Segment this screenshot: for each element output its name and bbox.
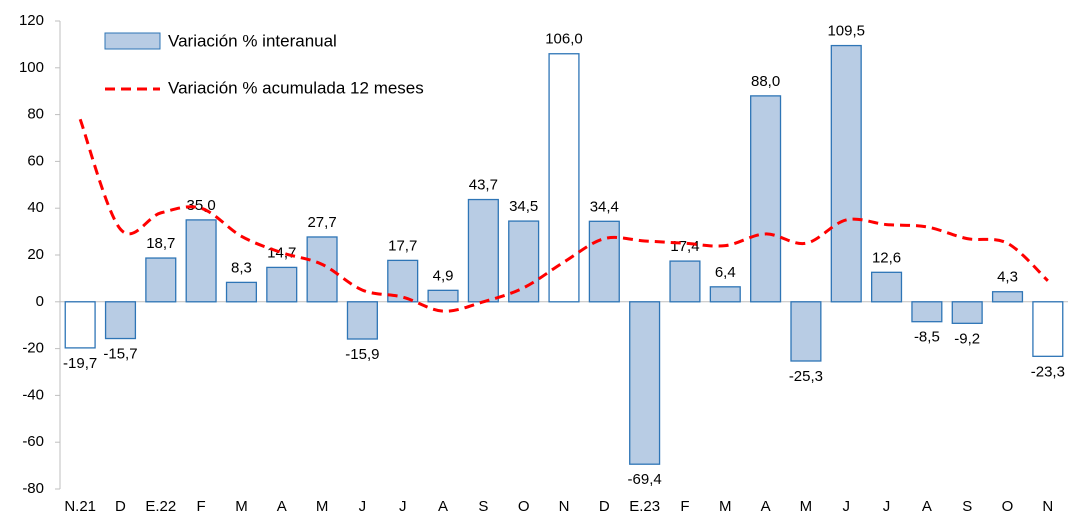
data-label: 14,7 <box>267 244 296 261</box>
x-tick-label: J <box>399 498 407 515</box>
x-tick-label: F <box>197 498 206 515</box>
legend-label: Variación % interanual <box>168 31 337 50</box>
x-tick-label: S <box>478 498 488 515</box>
bar <box>1032 301 1064 357</box>
line <box>78 118 1049 313</box>
data-label: -19,7 <box>63 355 97 372</box>
x-tick-label: E.23 <box>629 498 660 515</box>
bar <box>830 44 862 303</box>
bar <box>951 301 983 324</box>
x-tick-label: J <box>359 498 367 515</box>
data-label: 8,3 <box>231 259 252 276</box>
y-tick-label: 100 <box>19 59 44 76</box>
bar <box>588 220 620 303</box>
bar <box>790 301 822 362</box>
bar <box>104 301 137 340</box>
x-tick-label: A <box>277 498 287 515</box>
data-label: 17,7 <box>388 237 417 254</box>
x-tick-label: E.22 <box>145 498 176 515</box>
x-tick-label: M <box>800 498 813 515</box>
data-label: 4,9 <box>433 267 454 284</box>
data-label: 88,0 <box>751 73 780 90</box>
x-tick-label: N.21 <box>64 498 96 515</box>
legend-label: Variación % acumulada 12 meses <box>168 78 424 97</box>
bar <box>709 286 741 303</box>
data-label: 17,4 <box>670 238 699 255</box>
bar <box>64 301 96 349</box>
x-tick-label: A <box>761 498 771 515</box>
data-label: -15,7 <box>103 346 137 363</box>
data-label: -25,3 <box>789 368 823 385</box>
y-tick-label: -20 <box>22 340 44 357</box>
x-tick-label: J <box>883 498 891 515</box>
data-label: 27,7 <box>307 214 336 231</box>
data-label: -8,5 <box>914 329 940 346</box>
y-tick-label: 0 <box>36 293 44 310</box>
y-tick-label: 20 <box>27 246 44 263</box>
x-tick-label: M <box>235 498 248 515</box>
x-tick-label: A <box>922 498 932 515</box>
x-tick-label: S <box>962 498 972 515</box>
data-label: 4,3 <box>997 269 1018 286</box>
x-tick-label: M <box>719 498 732 515</box>
y-tick-label: 120 <box>19 12 44 29</box>
x-tick-label: O <box>518 498 530 515</box>
data-label: -15,9 <box>345 346 379 363</box>
y-tick-label: -40 <box>22 386 44 403</box>
x-tick-label: D <box>115 498 126 515</box>
bar <box>145 257 177 303</box>
x-tick-label: D <box>599 498 610 515</box>
bar <box>629 301 661 465</box>
legend-swatch-bar <box>104 32 161 50</box>
data-label: -9,2 <box>954 330 980 347</box>
data-label: 6,4 <box>715 264 736 281</box>
x-tick-label: A <box>438 498 448 515</box>
bar <box>911 301 943 323</box>
x-tick-label: J <box>842 498 850 515</box>
y-tick-label: -60 <box>22 433 44 450</box>
x-tick-label: N <box>1042 498 1053 515</box>
bar <box>669 260 701 303</box>
bar <box>870 271 903 303</box>
y-tick-label: 40 <box>27 199 44 216</box>
bar <box>185 219 217 303</box>
y-tick-label: 60 <box>27 152 44 169</box>
data-label: 106,0 <box>545 31 583 48</box>
data-label: 43,7 <box>469 177 498 194</box>
data-label: 34,5 <box>509 198 538 215</box>
bar <box>467 198 499 303</box>
data-label: 18,7 <box>146 235 175 252</box>
x-tick-label: F <box>680 498 689 515</box>
bar <box>991 291 1024 303</box>
x-tick-label: N <box>559 498 570 515</box>
bar <box>427 289 459 303</box>
data-label: 12,6 <box>872 249 901 266</box>
data-label: 34,4 <box>590 198 619 215</box>
y-tick-label: 80 <box>27 106 44 123</box>
x-tick-label: O <box>1002 498 1014 515</box>
x-tick-label: M <box>316 498 329 515</box>
bar <box>225 281 258 303</box>
bar <box>266 266 298 303</box>
data-label: -69,4 <box>628 471 662 488</box>
bar <box>346 301 378 340</box>
bar <box>548 53 580 303</box>
bar <box>750 95 782 303</box>
y-tick-label: -80 <box>22 480 44 497</box>
bar <box>508 220 540 303</box>
data-label: 35,0 <box>187 197 216 214</box>
data-label: -23,3 <box>1031 363 1065 380</box>
data-label: 109,5 <box>827 23 865 40</box>
